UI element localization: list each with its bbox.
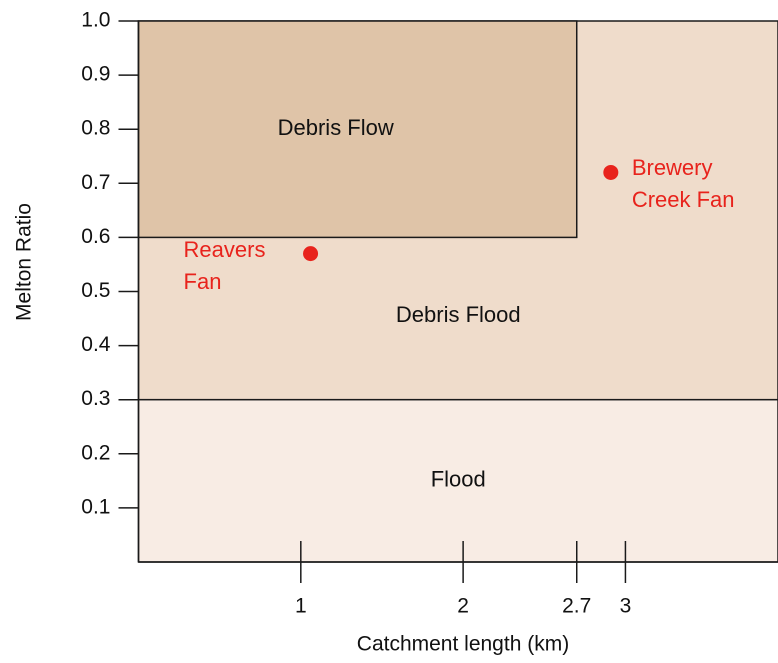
point-label: Reavers Fan xyxy=(183,236,266,294)
region xyxy=(137,20,578,239)
y-tick-label: 0.1 xyxy=(81,495,110,518)
y-tick-label: 0.2 xyxy=(81,441,110,464)
region-label: Debris Flow xyxy=(278,115,394,140)
x-axis-title: Catchment length (km) xyxy=(357,633,569,656)
data-point xyxy=(603,164,619,180)
y-tick-label: 0.4 xyxy=(81,333,111,356)
y-tick-label: 0.3 xyxy=(81,387,110,410)
x-tick-label: 3 xyxy=(620,595,632,618)
x-tick-label: 2.7 xyxy=(562,595,591,618)
region xyxy=(137,398,778,563)
y-tick-label: 1.0 xyxy=(81,9,110,32)
x-tick-label: 1 xyxy=(295,595,307,618)
region-label: Debris Flood xyxy=(396,302,521,327)
y-tick-label: 0.5 xyxy=(81,279,110,302)
y-tick-label: 0.8 xyxy=(81,117,110,140)
data-point xyxy=(303,246,319,262)
y-tick-label: 0.7 xyxy=(81,171,110,194)
region-label: Flood xyxy=(431,467,486,492)
x-tick-label: 2 xyxy=(457,595,469,618)
y-tick-label: 0.6 xyxy=(81,225,110,248)
y-axis-title: Melton Ratio xyxy=(13,203,36,321)
point-label: Brewery Creek Fan xyxy=(631,155,735,213)
y-tick-label: 0.9 xyxy=(81,63,110,86)
